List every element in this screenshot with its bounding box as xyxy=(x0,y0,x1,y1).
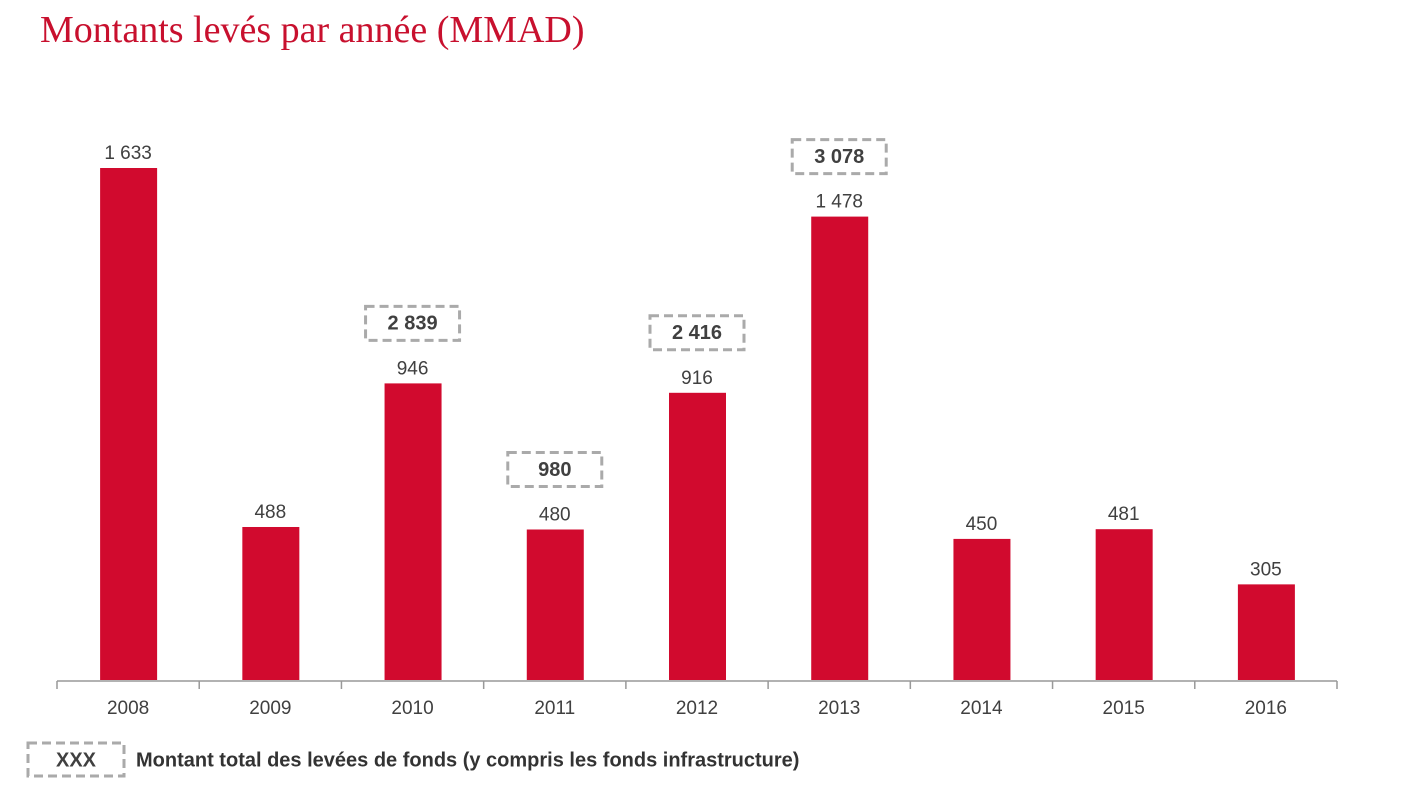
total-box xyxy=(790,138,888,176)
bar xyxy=(1237,584,1295,680)
total-label: 2 416 xyxy=(672,322,722,344)
value-label: 1 478 xyxy=(815,192,863,213)
value-label: 480 xyxy=(539,505,571,526)
x-tick-label: 2011 xyxy=(534,698,575,719)
value-label: 450 xyxy=(966,514,998,535)
bar xyxy=(100,168,158,680)
value-label: 488 xyxy=(254,502,286,523)
value-label: 305 xyxy=(1250,559,1282,580)
x-tick-label: 2014 xyxy=(960,698,1003,719)
x-tick-label: 2010 xyxy=(391,698,433,719)
x-tick-label: 2008 xyxy=(107,698,149,719)
total-box xyxy=(364,304,462,342)
x-tick-label: 2015 xyxy=(1103,698,1145,719)
value-label: 1 633 xyxy=(104,143,152,164)
value-label: 481 xyxy=(1108,504,1140,525)
bar xyxy=(526,529,584,680)
bar xyxy=(811,216,869,681)
x-tick-label: 2012 xyxy=(676,698,718,719)
total-box xyxy=(506,451,604,489)
total-label: 3 078 xyxy=(814,146,864,168)
total-label: 980 xyxy=(538,459,571,481)
x-tick-label: 2009 xyxy=(249,698,291,719)
bar xyxy=(669,392,726,680)
bar xyxy=(1095,529,1153,680)
bar xyxy=(242,526,300,680)
bar xyxy=(953,538,1011,680)
legend-symbol-label: XXX xyxy=(56,749,97,771)
total-box xyxy=(648,314,746,352)
legend-symbol xyxy=(26,741,126,778)
legend-text: Montant total des levées de fonds (y com… xyxy=(136,749,799,771)
chart-title: Montants levés par année (MMAD) xyxy=(40,9,585,51)
value-label: 946 xyxy=(397,358,429,379)
bar xyxy=(384,383,442,680)
value-label: 916 xyxy=(681,368,713,389)
x-tick-label: 2013 xyxy=(818,698,860,719)
total-label: 2 839 xyxy=(388,313,438,335)
x-tick-label: 2016 xyxy=(1245,698,1287,719)
